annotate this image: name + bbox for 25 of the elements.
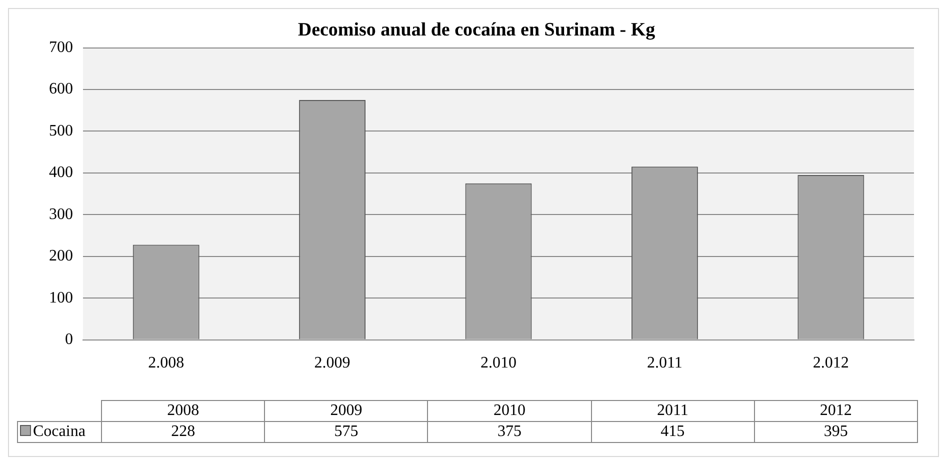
y-tick-label: 200 [49, 248, 73, 265]
data-label: 415 [591, 422, 754, 442]
x-tick-label: 2.010 [480, 354, 516, 372]
y-tick-label: 300 [49, 206, 73, 223]
y-tick-label: 100 [49, 289, 73, 306]
x-tick-label: 2.011 [646, 354, 682, 372]
y-tick-label: 600 [49, 80, 73, 98]
text: 2008 [102, 400, 265, 422]
data-label: 375 [428, 422, 592, 442]
y-tick-label: 0 [65, 331, 73, 348]
text: 2011 [591, 400, 754, 422]
y-tick-label: 500 [49, 122, 73, 140]
x-tick-label: 2.008 [148, 354, 184, 372]
data-label: 395 [754, 422, 918, 442]
text: 2012 [754, 400, 918, 422]
x-tick-label: 2.009 [314, 354, 350, 372]
y-tick-label: 700 [49, 39, 73, 56]
data-label: 575 [264, 422, 428, 442]
data-label: 228 [102, 422, 265, 442]
text: 2009 [264, 400, 428, 422]
y-tick-label: 400 [49, 164, 73, 182]
x-tick-label: 2.012 [812, 354, 849, 372]
text: 2010 [428, 400, 592, 422]
chart-title: Decomiso anual de cocaína en Surinam - Kg [298, 19, 656, 40]
legend-label: Cocaina [18, 422, 102, 442]
